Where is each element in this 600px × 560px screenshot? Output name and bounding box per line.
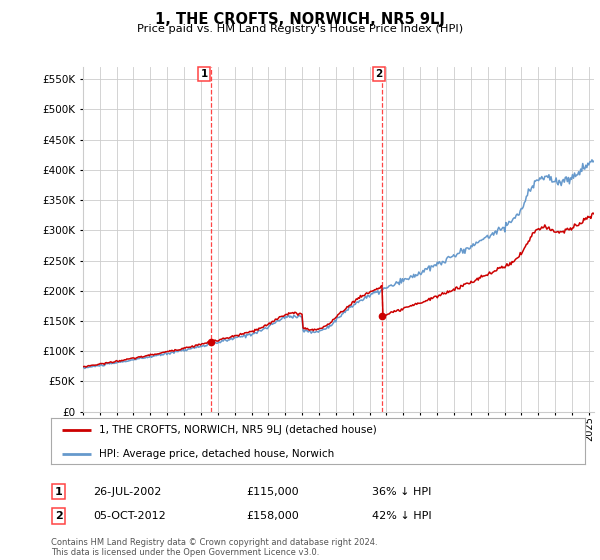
Text: 36% ↓ HPI: 36% ↓ HPI xyxy=(372,487,431,497)
Text: 42% ↓ HPI: 42% ↓ HPI xyxy=(372,511,431,521)
Text: 1, THE CROFTS, NORWICH, NR5 9LJ: 1, THE CROFTS, NORWICH, NR5 9LJ xyxy=(155,12,445,27)
Text: Price paid vs. HM Land Registry's House Price Index (HPI): Price paid vs. HM Land Registry's House … xyxy=(137,24,463,34)
Text: 05-OCT-2012: 05-OCT-2012 xyxy=(93,511,166,521)
Text: 26-JUL-2002: 26-JUL-2002 xyxy=(93,487,161,497)
Text: £115,000: £115,000 xyxy=(246,487,299,497)
Text: 2: 2 xyxy=(55,511,62,521)
Text: £158,000: £158,000 xyxy=(246,511,299,521)
Text: 2: 2 xyxy=(375,69,383,79)
Text: Contains HM Land Registry data © Crown copyright and database right 2024.
This d: Contains HM Land Registry data © Crown c… xyxy=(51,538,377,557)
Text: HPI: Average price, detached house, Norwich: HPI: Average price, detached house, Norw… xyxy=(99,449,334,459)
Text: 1, THE CROFTS, NORWICH, NR5 9LJ (detached house): 1, THE CROFTS, NORWICH, NR5 9LJ (detache… xyxy=(99,425,377,435)
Text: 1: 1 xyxy=(200,69,208,79)
Text: 1: 1 xyxy=(55,487,62,497)
